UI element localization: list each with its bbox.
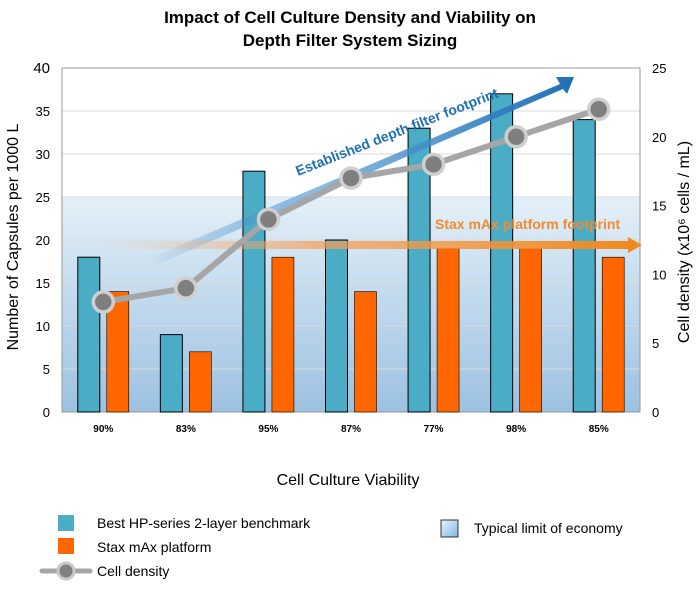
cell-density-point-1 (174, 276, 198, 300)
y2-tick-label-1: 5 (652, 336, 659, 351)
cell-density-point-3 (339, 166, 363, 190)
x-tick-label-2: 95% (258, 424, 278, 435)
bar-stax-2 (271, 256, 295, 413)
cell-density-point-5 (504, 125, 528, 149)
x-tick-label-0: 90% (93, 424, 113, 435)
cell-density-point-6 (586, 97, 611, 122)
bar-benchmark-1 (159, 334, 183, 413)
bar-stax-0 (106, 291, 130, 413)
gridlines (62, 110, 640, 370)
y2-tick-label-2: 10 (652, 267, 666, 282)
bar-benchmark-3 (325, 239, 348, 413)
chart-title: Impact of Cell Culture Density and Viabi… (164, 8, 536, 50)
x-tick-label-5: 98% (506, 424, 526, 435)
y-tick-label-0: 0 (43, 405, 50, 420)
chart-title-line-1: Impact of Cell Culture Density and Viabi… (164, 8, 536, 27)
y-tick-label-8: 40 (33, 60, 50, 77)
y2-tick-label-3: 15 (652, 199, 666, 214)
y2-tick-label-5: 25 (652, 61, 666, 76)
legend-item-economy: Typical limit of economy (440, 519, 623, 538)
x-tick-label-4: 77% (424, 424, 444, 435)
established-footprint-label: Established depth filter footprint (293, 85, 500, 179)
legend-item-stax: Stax mAx platform (58, 538, 211, 555)
legend-swatch-economy (440, 519, 459, 538)
bar-benchmark-0 (77, 256, 101, 413)
x-axis: 90% 83% 95% 87% 77% 98% 85% (93, 424, 609, 435)
y-tick-label-5: 25 (36, 190, 50, 205)
established-footprint-arrow (150, 77, 574, 266)
legend-label-stax: Stax mAx platform (97, 539, 211, 555)
y-tick-label-1: 5 (43, 362, 50, 377)
y-tick-label-2: 10 (36, 319, 50, 334)
bar-benchmark-5 (490, 93, 514, 413)
y-tick-label-4: 20 (36, 233, 50, 248)
bar-benchmark-6 (572, 119, 596, 413)
stax-footprint-arrow-head (628, 237, 642, 253)
y-axis-left: 0 5 10 15 20 25 30 35 40 (33, 60, 50, 420)
legend-label-economy: Typical limit of economy (474, 520, 623, 536)
y2-tick-label-0: 0 (652, 405, 659, 420)
bar-stax-4 (436, 248, 460, 413)
legend: Best HP-series 2-layer benchmark Stax mA… (39, 515, 623, 581)
legend-item-benchmark: Best HP-series 2-layer benchmark (58, 515, 311, 531)
cell-density-point-0 (91, 290, 116, 314)
y-tick-label-6: 30 (36, 147, 50, 162)
cell-density-point-2 (256, 207, 281, 232)
x-tick-label-1: 83% (176, 424, 196, 435)
y-tick-label-7: 35 (36, 104, 50, 119)
x-tick-label-3: 87% (341, 424, 361, 435)
stax-footprint-label: Stax mAx platform footprint (435, 216, 620, 232)
x-tick-label-6: 85% (589, 424, 609, 435)
y-axis-right: 0 5 10 15 20 25 (652, 61, 666, 420)
legend-swatch-benchmark (58, 515, 74, 531)
legend-label-cell-density: Cell density (97, 563, 169, 579)
bar-stax-5 (519, 248, 542, 413)
legend-item-cell-density: Cell density (39, 561, 169, 581)
bars (77, 93, 625, 413)
y2-axis-label: Cell density (x10⁶ cells / mL) (676, 141, 693, 343)
legend-marker-cell-density (56, 561, 76, 581)
cell-density-point-4 (421, 152, 446, 177)
chart-title-line-2: Depth Filter System Sizing (243, 31, 457, 50)
cell-density-line (91, 97, 611, 314)
y-axis-label: Number of Capsules per 1000 L (5, 124, 22, 351)
bar-benchmark-4 (407, 127, 431, 413)
y-tick-label-3: 15 (36, 276, 50, 291)
economy-limit-region (62, 197, 640, 412)
plot-frame (61, 67, 641, 413)
bar-stax-6 (601, 256, 625, 413)
legend-swatch-stax (58, 538, 74, 554)
stax-footprint-arrow-shaft (100, 241, 628, 249)
bar-stax-1 (189, 351, 212, 413)
y2-tick-label-4: 20 (652, 130, 666, 145)
bar-benchmark-2 (242, 170, 266, 413)
x-axis-label: Cell Culture Viability (277, 472, 420, 489)
legend-label-benchmark: Best HP-series 2-layer benchmark (97, 515, 311, 531)
bar-stax-3 (354, 291, 377, 413)
